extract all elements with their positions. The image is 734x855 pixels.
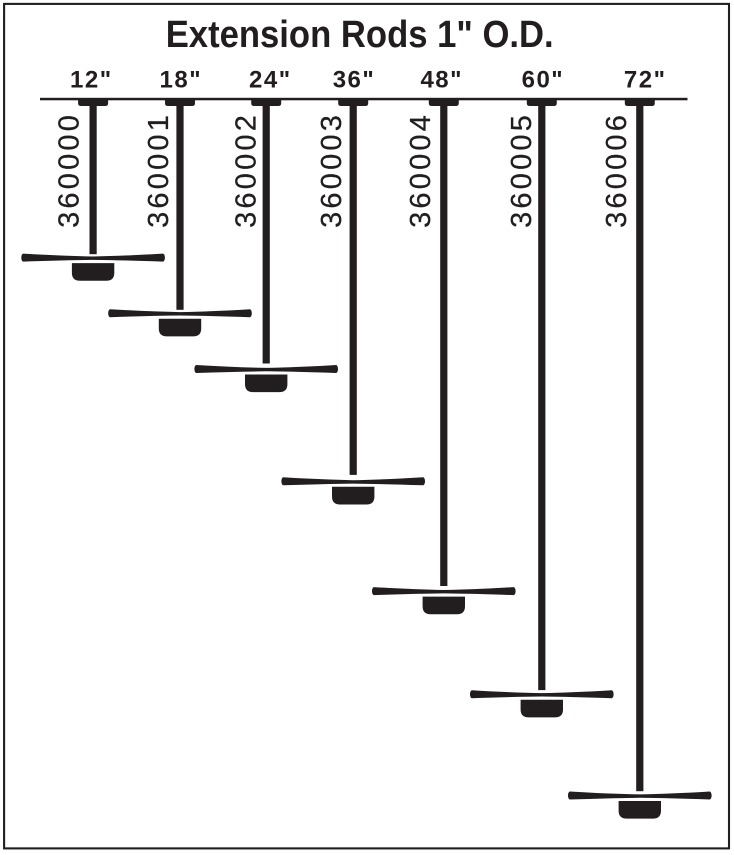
svg-text:360001: 360001 (143, 112, 175, 228)
svg-text:24": 24" (249, 67, 292, 94)
svg-text:360006: 360006 (601, 112, 633, 228)
svg-text:360002: 360002 (230, 112, 262, 228)
svg-text:360005: 360005 (506, 112, 538, 228)
svg-text:12": 12" (70, 67, 113, 94)
svg-text:48": 48" (420, 67, 463, 94)
svg-text:60": 60" (522, 67, 565, 94)
svg-text:360003: 360003 (316, 112, 348, 228)
svg-text:360004: 360004 (405, 112, 437, 228)
svg-text:36": 36" (333, 67, 376, 94)
svg-text:360000: 360000 (53, 112, 85, 228)
svg-text:72": 72" (624, 67, 667, 94)
svg-text:Extension Rods 1" O.D.: Extension Rods 1" O.D. (166, 14, 554, 56)
svg-text:18": 18" (160, 67, 203, 94)
